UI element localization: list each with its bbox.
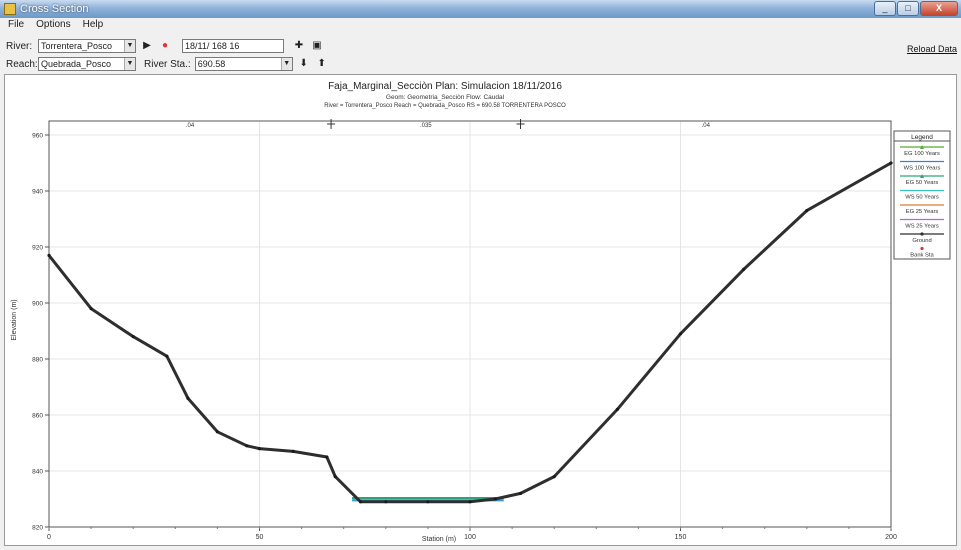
legend-label: WS 50 Years [905,195,939,201]
legend-marker [920,174,924,178]
chart-subtitle-2: River = Torrentera_Posco Reach = Quebrad… [324,103,566,109]
ground-point [518,491,523,495]
y-tick-label: 840 [32,469,43,476]
river-label: River: [6,40,33,52]
ground-point [426,500,430,504]
y-tick-label: 920 [32,245,43,252]
play-icon[interactable]: ▶ [143,40,151,51]
ground-point [384,500,388,504]
manning-bar: .04 .035 .04 [186,119,711,129]
menu-file[interactable]: File [8,19,25,30]
ground-point [245,444,249,448]
axes: 0 50 100 150 200 820 840 860 880 900 920 940 960 [32,120,897,541]
ground-point [493,497,497,501]
arrow-up-icon[interactable]: ⬆ [317,58,326,69]
plan-textbox[interactable]: 18/11/ 168 16 [182,39,284,53]
ground-point [805,209,809,213]
legend-label: EG 50 Years [906,180,939,186]
ground-point [333,475,337,479]
arrow-down-icon[interactable]: ⬇ [299,58,308,69]
chevron-down-icon: ▼ [124,40,135,52]
ground-point [291,449,295,453]
window-controls: _ □ X [874,1,958,16]
legend-label: EG 100 Years [904,151,940,157]
ground-point [358,500,363,504]
chevron-down-icon: ▼ [280,58,292,70]
app-icon [4,3,16,15]
y-tick-label: 900 [32,301,43,308]
ground-point [89,307,93,311]
x-axis-label: Station (m) [422,536,456,543]
legend-marker [920,145,924,149]
legend-marker [920,232,924,236]
y-tick-label: 940 [32,189,43,196]
x-tick-label: 200 [885,534,897,541]
chevron-down-icon: ▼ [124,58,135,70]
plot-frame: Faja_Marginal_Secciòn Plan: Simulacion 1… [4,74,957,546]
chart-subtitle: Geom: Geometria_Secciòn Flow: Caudal [386,94,505,101]
river-sta-select[interactable]: 690.58 ▼ [194,57,293,71]
minimize-button[interactable]: _ [874,1,896,16]
y-tick-label: 960 [32,133,43,140]
menu-options[interactable]: Options [36,19,71,30]
ground-point [468,500,472,504]
ground-point [615,407,619,411]
add-icon[interactable]: ✚ [294,40,304,51]
ground-point [215,430,219,434]
manning-n-label: .035 [420,123,432,129]
ground-point [678,332,683,336]
ground-point [131,335,135,339]
cross-section-chart: Faja_Marginal_Secciòn Plan: Simulacion 1… [11,81,951,543]
river-sta-select-value: 690.58 [197,59,226,69]
manning-n-label: .04 [702,123,711,129]
x-tick-label: 50 [256,534,264,541]
reach-label: Reach: [6,58,38,70]
grid [48,121,892,528]
legend-title: Legend [911,134,933,141]
manning-n-label: .04 [186,123,195,129]
legend: Legend EG 100 Years WS 100 Years EG 50 Year… [893,130,951,260]
menu-bar: File Options Help [0,19,103,33]
y-tick-label: 820 [32,525,43,532]
river-select[interactable]: Torrentera_Posco ▼ [38,39,136,53]
ground-point [257,447,262,451]
maximize-button[interactable]: □ [897,1,919,16]
x-tick-label: 150 [675,534,687,541]
ground-point [47,253,51,257]
series-layer [47,161,893,504]
window-title: Cross Section [20,3,89,15]
y-tick-label: 880 [32,357,43,364]
camera-icon[interactable]: ▣ [312,40,322,51]
ground-point [552,475,556,479]
menu-help[interactable]: Help [82,19,104,30]
stop-icon[interactable]: ● [161,40,169,51]
x-tick-label: 0 [47,534,51,541]
river-select-value: Torrentera_Posco [41,41,113,51]
ground-point [889,161,893,165]
close-button[interactable]: X [920,1,958,16]
river-row: River: Torrentera_Posco ▼ ▶ ● 18/11/ 168… [6,38,324,54]
legend-label: Bank Sta [910,253,934,259]
title-bar[interactable]: Cross Section _ □ X [0,0,961,18]
legend-label: WS 25 Years [905,224,939,230]
reload-data-button[interactable]: Reload Data [906,44,957,54]
ground-point [186,396,190,400]
ground-point [325,455,329,459]
reach-row: Reach: Quebrada_Posco ▼ River Sta.: 690.… [6,56,329,72]
x-tick-label: 100 [464,534,476,541]
reach-select-value: Quebrada_Posco [41,59,112,69]
legend-label: EG 25 Years [906,209,939,215]
legend-box [893,130,951,260]
river-sta-label: River Sta.: [144,58,191,70]
y-axis-label: Elevation (m) [11,299,18,340]
ground-point [165,354,169,358]
reach-select[interactable]: Quebrada_Posco ▼ [38,57,136,71]
legend-marker [920,246,924,251]
legend-label: WS 100 Years [904,166,941,172]
ground-point [742,267,746,271]
chart-title: Faja_Marginal_Secciòn Plan: Simulacion 1… [328,81,562,92]
y-tick-label: 860 [32,413,43,420]
legend-label: Ground [912,238,931,244]
